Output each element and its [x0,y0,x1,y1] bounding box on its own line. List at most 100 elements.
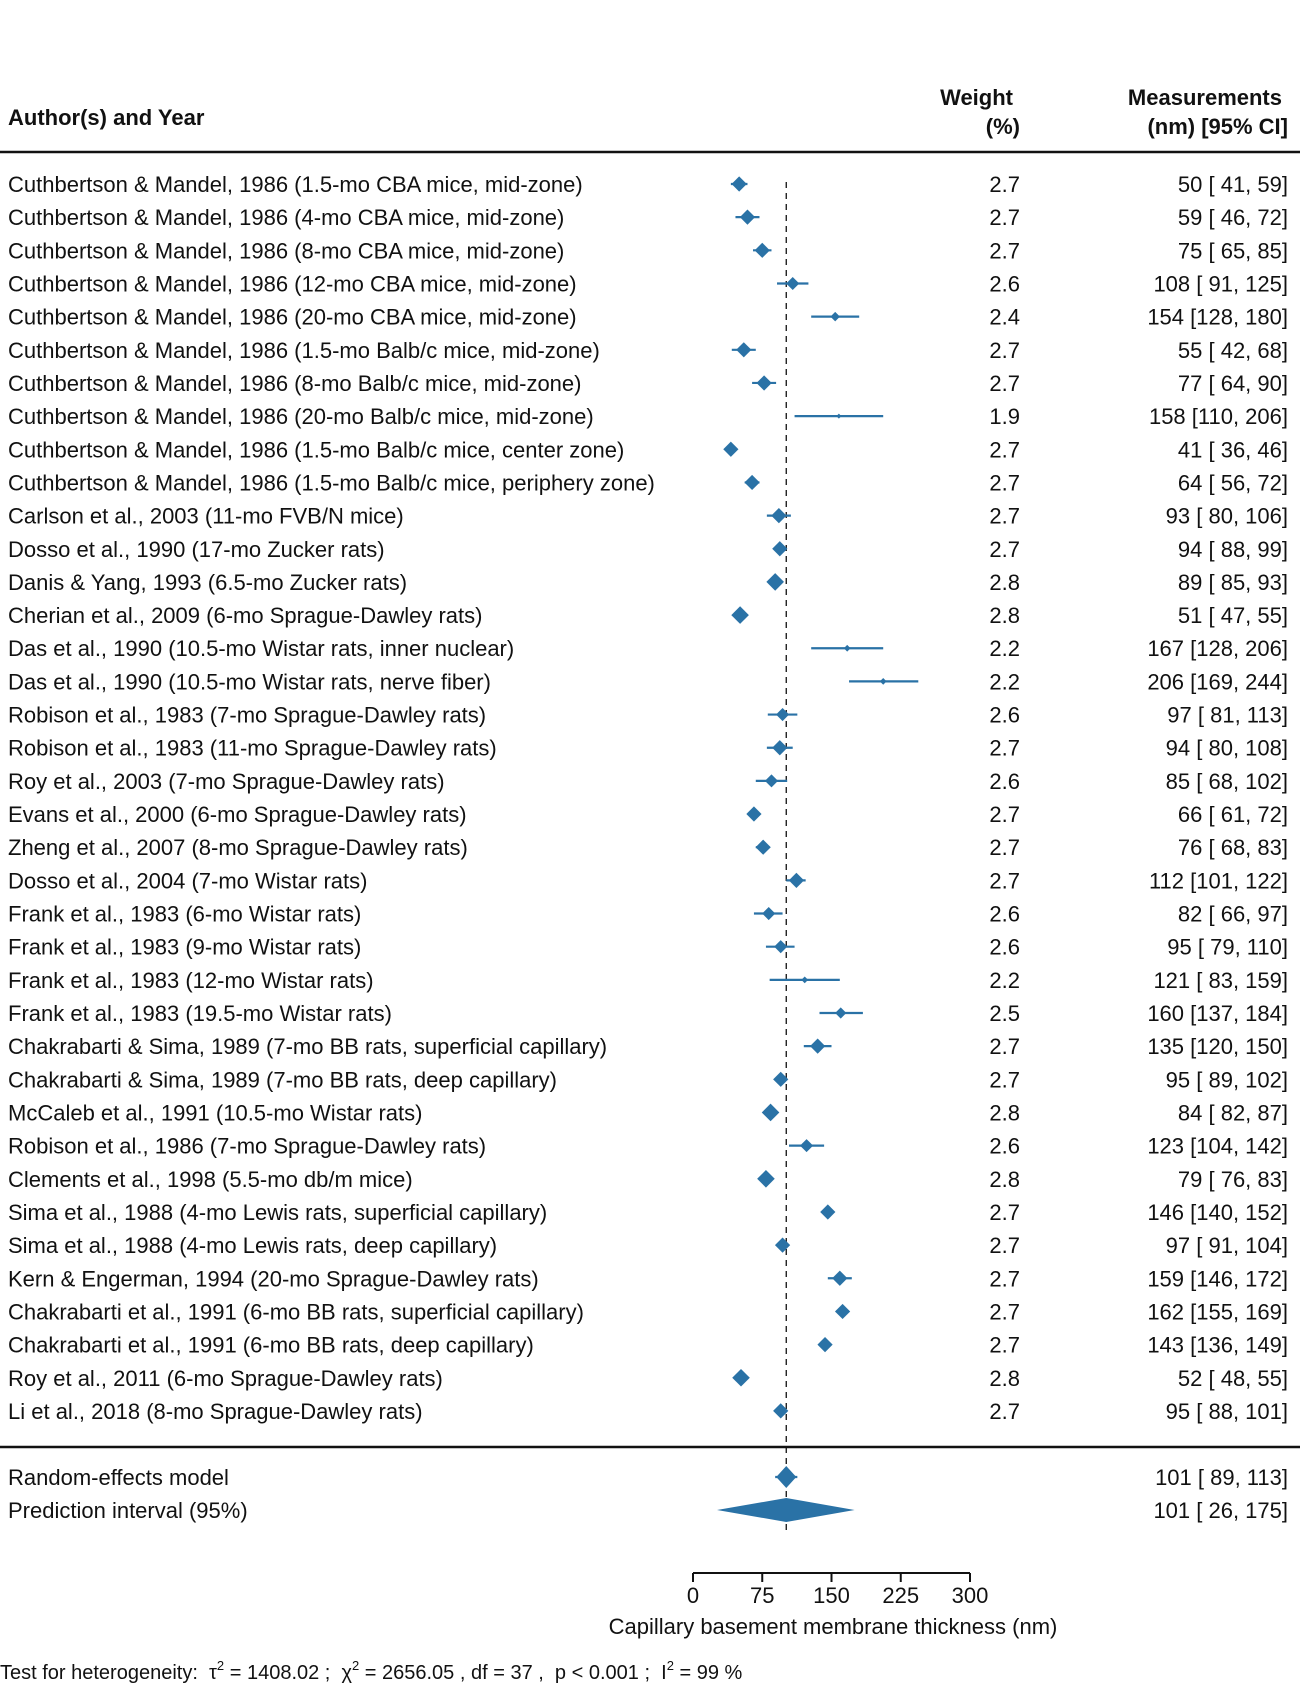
study-marker [772,740,788,756]
het-tau-value: = 1408.02 ; [224,1662,341,1684]
study-label: Li et al., 2018 (8-mo Sprague-Dawley rat… [8,1399,423,1424]
weight-value: 2.7 [989,1399,1020,1424]
ci-value: 162 [155, 169] [1147,1299,1288,1324]
ci-value: 95 [ 79, 110] [1167,935,1288,960]
ci-value: 97 [ 81, 113] [1167,703,1288,728]
study-label: Sima et al., 1988 (4-mo Lewis rats, deep… [8,1233,497,1258]
study-label: Frank et al., 1983 (6-mo Wistar rats) [8,902,361,927]
ci-value: 93 [ 80, 106] [1166,504,1288,529]
header-weight-line2: (%) [986,114,1020,139]
study-label: Robison et al., 1983 (11-mo Sprague-Dawl… [8,736,497,761]
study-marker [834,1303,851,1320]
study-label: Cuthbertson & Mandel, 1986 (1.5-mo Balb/… [8,437,624,462]
ci-value: 121 [ 83, 159] [1153,968,1288,993]
study-marker [762,906,776,921]
study-label: Evans et al., 2000 (6-mo Sprague-Dawley … [8,802,467,827]
x-tick-label: 300 [952,1583,989,1608]
study-marker [830,311,840,322]
study-label: Das et al., 1990 (10.5-mo Wistar rats, i… [8,636,514,661]
heterogeneity-text: Test for heterogeneity: τ 2 = 1408.02 ; χ… [0,1658,743,1684]
weight-value: 2.7 [989,205,1020,230]
weight-value: 2.7 [989,537,1020,562]
study-marker [755,839,771,855]
study-label: Chakrabarti & Sima, 1989 (7-mo BB rats, … [8,1067,557,1092]
ci-value: 158 [110, 206] [1149,404,1288,429]
ci-value: 146 [140, 152] [1147,1200,1288,1225]
ci-value: 167 [128, 206] [1147,636,1288,661]
weight-value: 2.7 [989,437,1020,462]
het-prefix: Test for heterogeneity: [0,1662,209,1684]
ci-value: 135 [120, 150] [1147,1034,1288,1059]
study-marker [766,573,784,591]
ci-value: 59 [ 46, 72] [1178,205,1288,230]
study-label: Cuthbertson & Mandel, 1986 (20-mo Balb/c… [8,404,594,429]
study-label: McCaleb et al., 1991 (10.5-mo Wistar rat… [8,1100,422,1125]
study-marker [723,441,739,457]
het-tau: τ [209,1662,217,1684]
study-label: Cuthbertson & Mandel, 1986 (8-mo CBA mic… [8,238,564,263]
weight-value: 2.7 [989,371,1020,396]
weight-value: 2.6 [989,902,1020,927]
study-label: Frank et al., 1983 (12-mo Wistar rats) [8,968,374,993]
study-marker [832,1270,848,1286]
summary-label: Random-effects model [8,1465,229,1490]
study-marker [754,242,770,258]
weight-value: 2.7 [989,172,1020,197]
summary-diamond [776,1466,797,1488]
weight-value: 2.2 [989,636,1020,661]
ci-value: 94 [ 80, 108] [1166,736,1288,761]
ci-value: 89 [ 85, 93] [1178,570,1288,595]
study-marker [836,413,842,419]
weight-value: 2.8 [989,1100,1020,1125]
ci-value: 123 [104, 142] [1147,1134,1288,1159]
weight-value: 2.7 [989,1299,1020,1324]
ci-value: 154 [128, 180] [1147,305,1288,330]
weight-value: 2.8 [989,1167,1020,1192]
ci-value: 64 [ 56, 72] [1178,470,1288,495]
ci-value: 76 [ 68, 83] [1178,835,1288,860]
study-marker [776,708,790,722]
study-label: Sima et al., 1988 (4-mo Lewis rats, supe… [8,1200,547,1225]
study-label: Dosso et al., 2004 (7-mo Wistar rats) [8,868,367,893]
ci-value: 75 [ 65, 85] [1178,238,1288,263]
study-label: Chakrabarti & Sima, 1989 (7-mo BB rats, … [8,1034,607,1059]
study-marker [756,375,772,391]
study-label: Robison et al., 1986 (7-mo Sprague-Dawle… [8,1134,486,1159]
header-measurements-line2: (nm) [95% CI] [1147,114,1288,139]
weight-value: 2.7 [989,504,1020,529]
ci-value: 112 [101, 122] [1149,868,1288,893]
summary-rows: Random-effects model 101 [ 89, 113] Predic… [8,1465,1288,1523]
weight-value: 2.5 [989,1001,1020,1026]
weight-value: 2.8 [989,1366,1020,1391]
weight-value: 1.9 [989,404,1020,429]
study-label: Cuthbertson & Mandel, 1986 (1.5-mo CBA m… [8,172,583,197]
ci-value: 82 [ 66, 97] [1178,902,1288,927]
ci-value: 55 [ 42, 68] [1178,338,1288,363]
study-label: Roy et al., 2011 (6-mo Sprague-Dawley ra… [8,1366,443,1391]
ci-value: 41 [ 36, 46] [1178,437,1288,462]
weight-value: 2.7 [989,1233,1020,1258]
weight-value: 2.6 [989,769,1020,794]
ci-value: 95 [ 88, 101] [1166,1399,1288,1424]
study-marker [772,541,788,557]
study-label: Cherian et al., 2009 (6-mo Sprague-Dawle… [8,603,482,628]
ci-value: 50 [ 41, 59] [1178,172,1288,197]
ci-value: 108 [ 91, 125] [1153,271,1288,296]
study-label: Dosso et al., 1990 (17-mo Zucker rats) [8,537,385,562]
study-label: Clements et al., 1998 (5.5-mo db/m mice) [8,1167,413,1192]
study-marker [764,774,779,788]
weight-value: 2.8 [989,570,1020,595]
weight-value: 2.8 [989,603,1020,628]
study-label: Cuthbertson & Mandel, 1986 (8-mo Balb/c … [8,371,581,396]
weight-value: 2.7 [989,238,1020,263]
weight-value: 2.7 [989,470,1020,495]
het-chi-exp: 2 [352,1658,359,1673]
study-label: Roy et al., 2003 (7-mo Sprague-Dawley ra… [8,769,445,794]
prediction-diamond [717,1498,855,1522]
ci-value: 77 [ 64, 90] [1178,371,1288,396]
study-marker [773,1403,789,1419]
het-chi: χ [341,1662,352,1684]
weight-value: 2.7 [989,338,1020,363]
ci-value: 206 [169, 244] [1147,669,1288,694]
ci-value: 94 [ 88, 99] [1178,537,1288,562]
